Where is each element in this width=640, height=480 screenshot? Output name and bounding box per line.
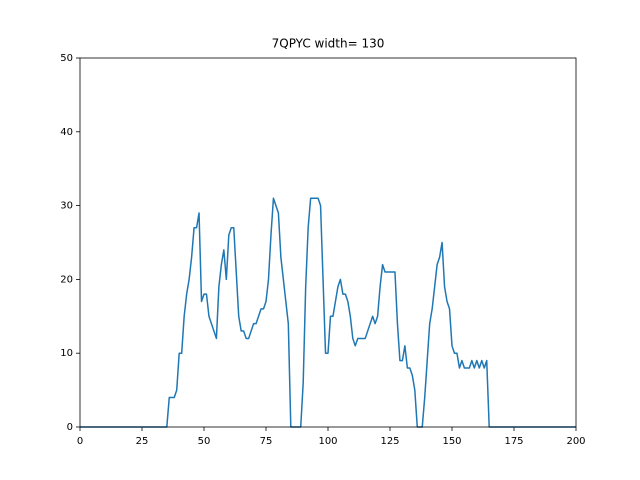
data-line xyxy=(80,197,576,428)
x-tick-label: 175 xyxy=(504,436,523,447)
x-tick-label: 75 xyxy=(260,436,273,447)
x-tick-label: 125 xyxy=(380,436,399,447)
y-tick-label: 20 xyxy=(60,274,73,285)
x-tick-label: 200 xyxy=(566,436,585,447)
y-tick-label: 40 xyxy=(60,127,73,138)
plot-frame xyxy=(79,57,577,428)
x-tick-label: 50 xyxy=(198,436,211,447)
y-tick-label: 10 xyxy=(60,348,73,359)
x-tick-label: 25 xyxy=(136,436,149,447)
x-tick-label: 150 xyxy=(442,436,461,447)
chart-title: 7QPYC width= 130 xyxy=(272,37,385,51)
x-tick-label: 0 xyxy=(77,436,83,447)
y-tick-label: 0 xyxy=(67,422,73,433)
y-tick-label: 30 xyxy=(60,201,73,212)
y-tick-label: 50 xyxy=(60,53,73,64)
x-tick-label: 100 xyxy=(318,436,337,447)
